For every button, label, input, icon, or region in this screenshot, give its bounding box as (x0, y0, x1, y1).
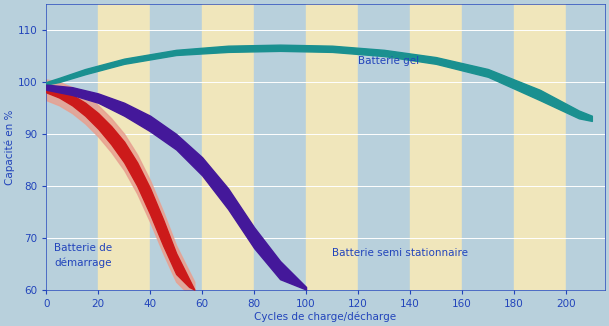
Bar (254, 4, 306, 289)
Bar (306, 4, 358, 289)
Bar (410, 4, 462, 289)
Bar (358, 4, 410, 289)
Bar (202, 4, 254, 289)
Bar (462, 4, 514, 289)
Y-axis label: Capacité en %: Capacité en % (4, 109, 15, 185)
X-axis label: Cycles de charge/décharge: Cycles de charge/décharge (255, 311, 396, 322)
Bar (150, 4, 202, 289)
Bar (46, 4, 98, 289)
Text: Batterie gel: Batterie gel (358, 56, 419, 66)
Bar (98, 4, 150, 289)
Text: Batterie de: Batterie de (54, 243, 112, 253)
Bar (566, 4, 605, 289)
Text: démarrage: démarrage (54, 258, 111, 268)
Bar (514, 4, 566, 289)
Text: Batterie semi stationnaire: Batterie semi stationnaire (332, 248, 468, 258)
